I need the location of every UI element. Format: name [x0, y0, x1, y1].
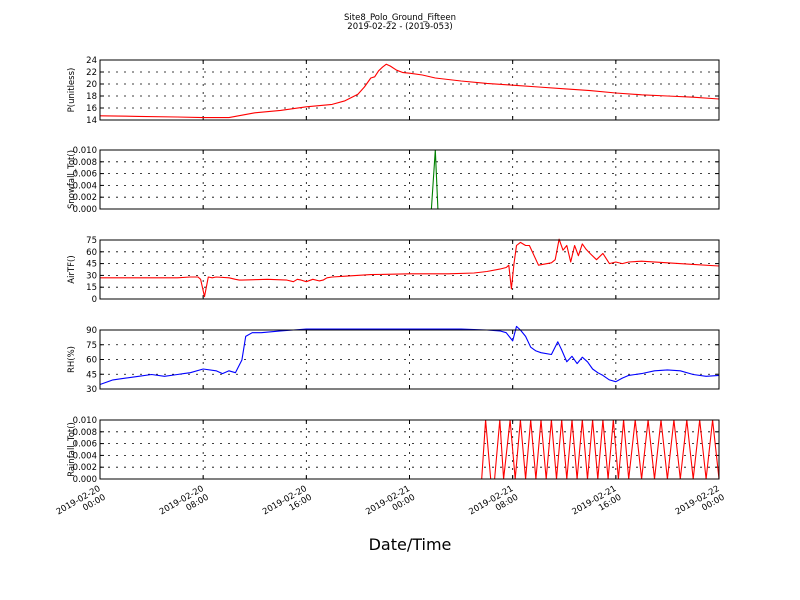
y-tick-label: 90	[86, 326, 97, 336]
y-tick-label: 15	[86, 283, 97, 293]
y-tick-label: 45	[86, 370, 97, 380]
y-tick-label: 14	[86, 116, 97, 126]
y-tick-label: 75	[86, 236, 97, 246]
x-tick-label: 2019-02-2008:00	[158, 484, 211, 526]
y-tick-label: 30	[86, 271, 97, 281]
y-tick-label: 60	[86, 248, 97, 258]
y-tick-label: 0.010	[73, 146, 97, 156]
axes-frame	[99, 149, 720, 210]
x-tick-label: 2019-02-2108:00	[467, 484, 520, 526]
axes-frame	[99, 329, 720, 390]
y-tick-label: 20	[86, 80, 97, 90]
y-tick-label: 0.004	[73, 451, 97, 461]
axes-frame	[99, 239, 720, 300]
y-tick-label: 18	[86, 92, 97, 102]
panels: 141618202224P(unitless)0.0000.0020.0040.…	[67, 56, 720, 485]
x-tick-label: 2019-02-2016:00	[261, 484, 314, 526]
axes-frame	[99, 419, 720, 480]
y-tick-label: 16	[86, 104, 97, 114]
x-tick-labels: 2019-02-2000:00 2019-02-2008:00 2019-02-20…	[55, 484, 727, 526]
y-tick-label: 24	[86, 56, 97, 66]
chart-title-line1: Site8_Polo_Ground_Fifteen	[344, 13, 456, 23]
y-axis-label: AirTF()	[67, 255, 77, 283]
panel-1: 14 16 18 20 22 24 P(unitless)	[67, 56, 720, 126]
y-tick-label: 0.004	[73, 181, 97, 191]
y-tick-label: 0.008	[73, 158, 97, 168]
y-tick-label: 22	[86, 68, 97, 78]
chart-title-line2: 2019-02-22 - (2019-053)	[347, 22, 452, 32]
series-line-1	[99, 63, 720, 119]
panel-4: 30 45 60 75 90 RH(%)	[67, 325, 720, 395]
y-tick-label: 60	[86, 356, 97, 366]
y-tick-label: 0.000	[73, 475, 97, 485]
y-tick-label: 0.000	[73, 205, 97, 215]
y-tick-label: 0.010	[73, 416, 97, 426]
y-tick-label: 30	[86, 385, 97, 395]
y-tick-label: 75	[86, 341, 97, 351]
y-axis-label: P(unitless)	[67, 68, 77, 113]
y-tick-label: 45	[86, 260, 97, 270]
y-tick-label: 0.002	[73, 463, 97, 473]
series-line-3	[100, 238, 720, 298]
x-tick-label: 2019-02-2100:00	[364, 484, 417, 526]
x-tick-label: 2019-02-2200:00	[674, 484, 727, 526]
x-tick-label: 2019-02-2116:00	[571, 484, 624, 526]
y-tick-label: 0.006	[73, 440, 97, 450]
y-axis-label: Rainfall_Tot()	[67, 422, 77, 477]
axes-frame	[99, 59, 720, 121]
y-tick-label: 0	[92, 295, 97, 305]
x-tick-label: 2019-02-2000:00	[55, 484, 108, 526]
y-axis-label: RH(%)	[67, 346, 77, 373]
series-line-4	[99, 325, 720, 386]
y-axis-label: Snowfall_Tot()	[67, 150, 77, 209]
y-tick-label: 0.002	[73, 193, 97, 203]
y-tick-label: 0.008	[73, 428, 97, 438]
y-tick-label: 0.006	[73, 170, 97, 180]
x-axis-label: Date/Time	[369, 535, 452, 554]
